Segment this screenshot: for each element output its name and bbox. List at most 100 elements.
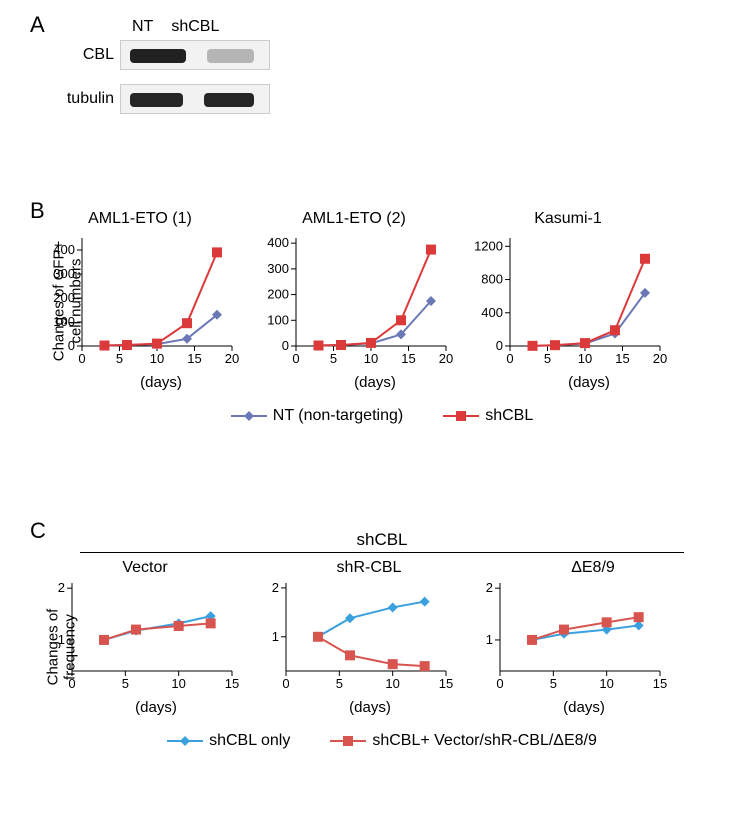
series-marker — [602, 617, 612, 627]
svg-text:10: 10 — [150, 351, 164, 366]
series-marker — [388, 602, 398, 612]
legend-marker-icon — [330, 734, 366, 748]
series-marker — [336, 340, 346, 350]
x-axis-label: (days) — [254, 374, 454, 391]
chart-title: AML1-ETO (1) — [40, 210, 240, 228]
svg-text:20: 20 — [225, 351, 239, 366]
legend-item: shCBL+ Vector/shR-CBL/ΔE8/9 — [330, 732, 597, 750]
svg-text:15: 15 — [187, 351, 201, 366]
legend-b: NT (non-targeting) shCBL — [40, 407, 724, 425]
panel-c-header-line — [80, 552, 684, 553]
series-marker — [182, 318, 192, 328]
svg-text:5: 5 — [550, 676, 557, 691]
series-marker — [122, 340, 132, 350]
series-marker — [99, 635, 109, 645]
chart-wrap: 12051015(days) — [254, 577, 454, 716]
series-marker — [420, 597, 430, 607]
x-axis-label: (days) — [254, 699, 454, 716]
svg-text:1: 1 — [272, 629, 279, 644]
svg-text:10: 10 — [385, 676, 399, 691]
svg-text:15: 15 — [615, 351, 629, 366]
panel-c: shCBL VectorshR-CBLΔE8/9 12051015(days)C… — [40, 530, 724, 750]
svg-text:20: 20 — [653, 351, 667, 366]
x-axis-label: (days) — [468, 374, 668, 391]
series-marker — [426, 245, 436, 255]
series-line — [318, 637, 425, 666]
legend-marker-icon — [443, 409, 479, 423]
series-marker — [206, 618, 216, 628]
lane-headers: NT shCBL — [60, 18, 320, 36]
svg-text:0: 0 — [496, 338, 503, 353]
svg-text:10: 10 — [578, 351, 592, 366]
svg-text:0: 0 — [496, 676, 503, 691]
series-marker — [527, 635, 537, 645]
series-marker — [610, 325, 620, 335]
svg-text:20: 20 — [439, 351, 453, 366]
chart-title: Kasumi-1 — [468, 210, 668, 228]
series-marker — [388, 659, 398, 669]
series-line — [319, 250, 432, 346]
blot-label-cbl: CBL — [60, 46, 120, 64]
series-marker — [314, 340, 324, 350]
svg-text:5: 5 — [336, 676, 343, 691]
svg-text:5: 5 — [116, 351, 123, 366]
svg-text:10: 10 — [364, 351, 378, 366]
series-marker — [366, 338, 376, 348]
svg-text:5: 5 — [330, 351, 337, 366]
svg-text:0: 0 — [506, 351, 513, 366]
svg-text:1: 1 — [486, 632, 493, 647]
series-marker — [550, 340, 560, 350]
series-line — [318, 602, 425, 637]
legend-label: shCBL+ Vector/shR-CBL/ΔE8/9 — [372, 732, 597, 750]
series-marker — [212, 247, 222, 257]
y-axis-label: Changes of GFP+cell numbers — [52, 231, 85, 371]
chart-wrap: AML1-ETO (1)010020030040005101520(days)C… — [40, 210, 240, 391]
line-chart: 12051015 — [468, 577, 668, 697]
svg-text:200: 200 — [267, 287, 289, 302]
series-line — [104, 623, 211, 640]
series-marker — [634, 612, 644, 622]
panel-c-chart-row: 12051015(days)Changes offrequency1205101… — [40, 577, 724, 716]
legend-item: shCBL only — [167, 732, 290, 750]
panel-c-header: shCBL — [40, 530, 724, 550]
legend-item: shCBL — [443, 407, 533, 425]
svg-text:10: 10 — [599, 676, 613, 691]
series-marker — [528, 341, 538, 351]
series-marker — [100, 341, 110, 351]
legend-marker-icon — [167, 734, 203, 748]
legend-item: NT (non-targeting) — [231, 407, 403, 425]
series-marker — [559, 625, 569, 635]
series-line — [533, 259, 646, 346]
legend-label: NT (non-targeting) — [273, 407, 403, 425]
series-line — [105, 252, 218, 345]
legend-c: shCBL only shCBL+ Vector/shR-CBL/ΔE8/9 — [40, 732, 724, 750]
chart-wrap: 12051015(days) — [468, 577, 668, 716]
series-marker — [152, 339, 162, 349]
panel-c-subtitle: Vector — [40, 559, 250, 577]
svg-text:400: 400 — [481, 305, 503, 320]
blot-row-tubulin: tubulin — [60, 84, 320, 114]
svg-text:15: 15 — [225, 676, 239, 691]
chart-wrap: Kasumi-10400800120005101520(days) — [468, 210, 668, 391]
svg-text:1200: 1200 — [474, 238, 503, 253]
svg-text:0: 0 — [292, 351, 299, 366]
series-marker — [131, 625, 141, 635]
svg-text:0: 0 — [282, 338, 289, 353]
svg-text:2: 2 — [486, 580, 493, 595]
series-marker — [174, 621, 184, 631]
x-axis-label: (days) — [468, 699, 668, 716]
y-axis-label: Changes offrequency — [46, 587, 79, 707]
svg-text:100: 100 — [267, 312, 289, 327]
lane-shcbl: shCBL — [171, 18, 219, 36]
blot-image-cbl — [120, 40, 270, 70]
series-marker — [580, 338, 590, 348]
blot-label-tubulin: tubulin — [60, 90, 120, 108]
svg-text:0: 0 — [282, 676, 289, 691]
blot-image-tubulin — [120, 84, 270, 114]
series-marker — [345, 613, 355, 623]
svg-text:2: 2 — [272, 580, 279, 595]
chart-wrap: AML1-ETO (2)010020030040005101520(days) — [254, 210, 454, 391]
panel-b-chart-row: AML1-ETO (1)010020030040005101520(days)C… — [40, 210, 724, 391]
x-axis-label: (days) — [40, 374, 240, 391]
legend-label: shCBL — [485, 407, 533, 425]
